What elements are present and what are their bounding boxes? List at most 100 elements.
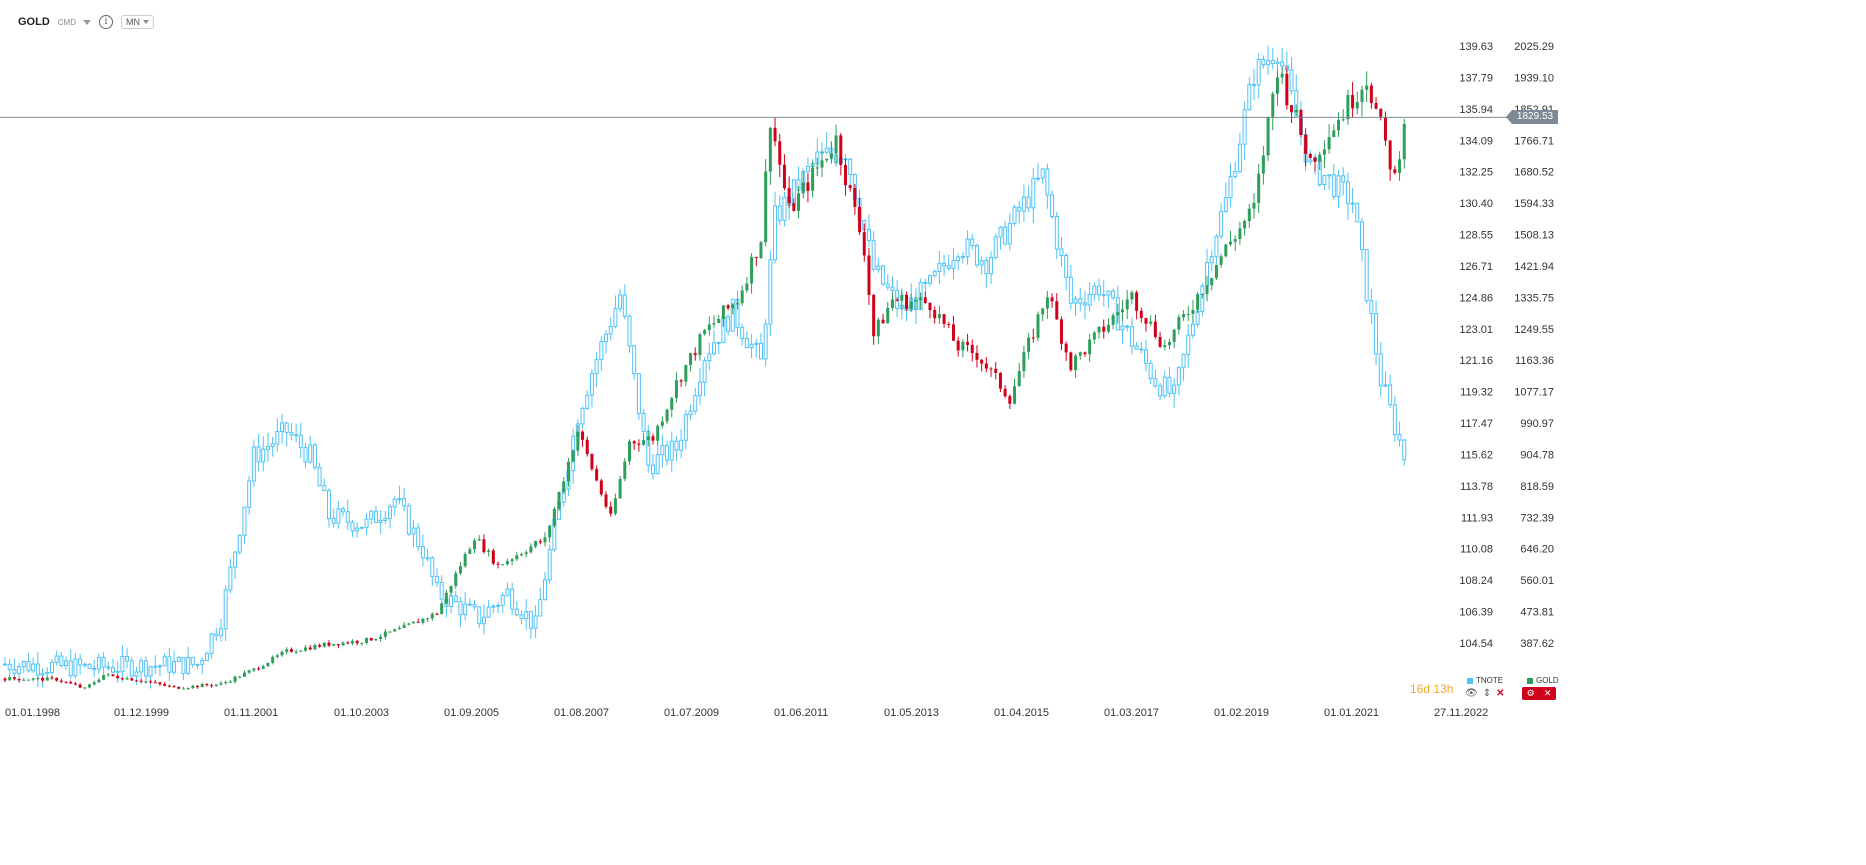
gold-candle-body	[1074, 355, 1078, 371]
tnote-candle-body	[881, 265, 886, 285]
tnote-candle-body	[1054, 216, 1059, 250]
gold-candle-body	[876, 319, 880, 337]
tnote-candle-body	[26, 661, 31, 672]
tnote-candle-body	[1040, 168, 1045, 179]
tnote-candle-body	[1233, 171, 1238, 178]
gold-candle-body	[360, 642, 364, 644]
tnote-candle-body	[716, 341, 721, 344]
tnote-tick-label: 106.39	[1459, 607, 1493, 619]
reorder-icon[interactable]: ⇕	[1482, 688, 1492, 699]
legend-tnote[interactable]: TNOTE	[1467, 676, 1503, 685]
gold-candle-body	[59, 680, 63, 682]
gold-candle-body	[501, 564, 505, 566]
tnote-candle-body	[181, 657, 186, 674]
tnote-tick-label: 117.47	[1460, 418, 1493, 430]
tnote-series	[3, 45, 1407, 689]
tnote-tick-label: 137.79	[1459, 72, 1493, 84]
tnote-candle-body	[622, 294, 627, 317]
eye-icon[interactable]: 👁	[1465, 688, 1478, 699]
legend-gold[interactable]: GOLD	[1527, 676, 1559, 685]
tnote-tick-label: 139.63	[1459, 41, 1493, 53]
gold-candle-body	[1233, 239, 1237, 242]
tnote-candle-body	[341, 508, 346, 513]
date-tick-label: 01.06.2011	[774, 707, 828, 719]
gold-tick-label: 1335.75	[1514, 292, 1554, 304]
gold-candle-body	[646, 436, 650, 441]
tnote-candle-body	[702, 360, 707, 383]
gold-price-axis[interactable]: 2025.291939.101852.911766.711680.521594.…	[1514, 41, 1554, 650]
gold-candle-body	[1106, 324, 1110, 332]
gold-candle-body	[712, 323, 716, 325]
legend-gold-label: GOLD	[1536, 676, 1559, 685]
gold-candle-body	[1229, 241, 1233, 245]
tnote-candle-body	[1181, 353, 1186, 369]
tnote-candle-body	[805, 166, 810, 173]
gold-candle-body	[787, 188, 791, 204]
tnote-candle-body	[923, 282, 928, 285]
tnote-candle-body	[679, 439, 684, 451]
close-icon[interactable]: ✕	[1543, 688, 1552, 698]
gold-candle-body	[149, 681, 153, 683]
gold-candle-body	[1167, 341, 1171, 346]
gold-candle-body	[529, 546, 533, 553]
gold-candle-body	[829, 153, 833, 159]
tnote-candle-body	[64, 660, 69, 667]
tnote-candle-body	[510, 588, 515, 610]
gold-candle-body	[1214, 264, 1218, 279]
tnote-candle-body	[17, 666, 22, 674]
gold-candle-body	[327, 642, 331, 646]
gold-candle-body	[271, 656, 275, 663]
gold-candle-body	[350, 640, 354, 644]
exchange-label: CMD	[57, 17, 76, 27]
gold-candle-body	[393, 629, 397, 632]
tnote-candle-body	[265, 446, 270, 450]
tnote-candle-body	[979, 260, 984, 266]
gold-candle-body	[613, 498, 617, 514]
tnote-candle-body	[993, 236, 998, 259]
gold-candle-body	[651, 436, 655, 441]
tnote-tick-label: 134.09	[1459, 135, 1493, 147]
gold-candle-body	[440, 603, 444, 615]
gold-candle-body	[219, 683, 223, 685]
tnote-candle-body	[707, 353, 712, 362]
gold-candle-body	[318, 645, 322, 647]
tnote-candle-body	[1003, 226, 1008, 245]
close-icon[interactable]: ✕	[1496, 688, 1505, 699]
gold-candle-body	[1055, 301, 1059, 320]
interval-selector[interactable]: MN	[121, 15, 154, 29]
gold-candle-body	[693, 353, 697, 356]
gold-candle-body	[1102, 326, 1106, 332]
gold-candle-body	[984, 363, 988, 369]
gold-candle-body	[97, 679, 101, 683]
gold-candle-body	[45, 677, 49, 681]
tnote-candle-body	[956, 256, 961, 261]
settings-icon[interactable]: ⚙	[1526, 688, 1535, 698]
time-axis[interactable]: 01.01.1998 01.12.1999 01.11.2001 01.10.2003…	[5, 707, 1488, 719]
info-icon[interactable]: i	[99, 15, 113, 29]
gold-candle-body	[1332, 130, 1336, 138]
tnote-price-axis[interactable]: 139.63 137.79 135.94 134.09 132.25 130.40 128.…	[1459, 41, 1493, 650]
tnote-candle-body	[1129, 326, 1134, 347]
symbol-label[interactable]: GOLD	[18, 16, 50, 28]
tnote-candle-body	[242, 506, 247, 536]
gold-candle-body	[261, 666, 265, 669]
gold-candle-body	[792, 203, 796, 211]
gold-candle-body	[1200, 293, 1204, 295]
tnote-candle-body	[406, 505, 411, 535]
gold-candle-body	[153, 682, 157, 684]
tnote-candle-body	[87, 663, 92, 669]
tnote-candle-body	[1219, 210, 1224, 237]
tnote-candle-body	[1143, 349, 1148, 364]
tnote-candle-body	[660, 445, 665, 456]
gold-candle-body	[266, 662, 270, 667]
gold-candle-body	[83, 687, 87, 689]
gold-candle-body	[252, 668, 256, 671]
tnote-candle-body	[1073, 298, 1078, 304]
date-tick-label: 01.08.2007	[554, 707, 609, 719]
exchange-selector[interactable]: CMD	[58, 18, 91, 27]
tnote-candle-body	[1228, 176, 1233, 199]
gold-candle-body	[956, 340, 960, 351]
gold-candle-body	[937, 314, 941, 319]
tnote-candle-body	[157, 665, 162, 668]
